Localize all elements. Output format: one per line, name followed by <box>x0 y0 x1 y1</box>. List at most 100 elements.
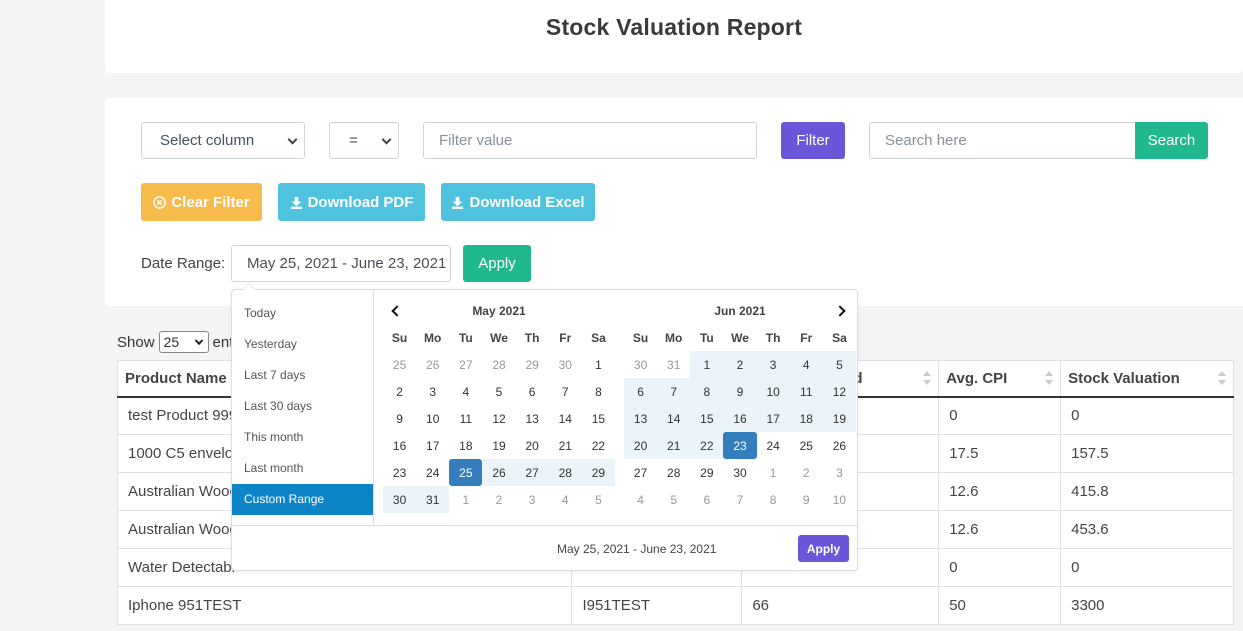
calendar-day[interactable]: 2 <box>495 492 503 507</box>
date-range-input[interactable]: May 25, 2021 - June 23, 2021 <box>231 245 451 282</box>
calendar-day[interactable]: 9 <box>396 411 403 426</box>
calendar-day[interactable]: 3 <box>756 351 790 378</box>
calendar-day[interactable]: 1 <box>769 465 777 480</box>
range-option[interactable]: Yesterday <box>244 337 297 351</box>
column-header[interactable]: Avg. CPI <box>938 360 1062 398</box>
calendar-day[interactable]: 27 <box>515 459 549 486</box>
column-select[interactable]: Select column <box>141 122 305 159</box>
calendar-day[interactable]: 3 <box>836 465 843 480</box>
calendar-day[interactable]: 10 <box>426 411 440 426</box>
calendar-day[interactable]: 29 <box>700 465 714 480</box>
calendar-day[interactable]: 27 <box>633 465 648 480</box>
calendar-day[interactable]: 14 <box>558 411 572 426</box>
calendar-day[interactable]: 24 <box>766 438 780 453</box>
calendar-day[interactable]: 5 <box>822 351 856 378</box>
calendar-day[interactable]: 1 <box>690 351 724 378</box>
calendar-day[interactable]: 21 <box>657 432 691 459</box>
calendar-day[interactable]: 31 <box>667 357 681 372</box>
calendar-day[interactable]: 13 <box>624 405 658 432</box>
range-option[interactable]: Today <box>244 306 277 320</box>
calendar-day[interactable]: 25 <box>449 459 483 486</box>
calendar-day[interactable]: 29 <box>581 459 615 486</box>
calendar-day[interactable]: 6 <box>528 384 536 399</box>
calendar-day[interactable]: 23 <box>392 465 407 480</box>
calendar-day[interactable]: 23 <box>723 432 757 459</box>
calendar-day[interactable]: 7 <box>657 378 691 405</box>
calendar-day[interactable]: 1 <box>462 492 470 507</box>
calendar-day[interactable]: 30 <box>733 465 747 480</box>
range-option[interactable]: Last 30 days <box>244 399 313 413</box>
calendar-day[interactable]: 14 <box>657 405 691 432</box>
calendar-day[interactable]: 15 <box>591 411 606 426</box>
calendar-day[interactable]: 5 <box>495 384 503 399</box>
calendar-day[interactable]: 8 <box>690 378 724 405</box>
calendar-day[interactable]: 3 <box>528 492 536 507</box>
calendar-day[interactable]: 20 <box>525 438 539 453</box>
calendar-day[interactable]: 10 <box>832 492 847 507</box>
calendar-day[interactable]: 28 <box>492 357 506 372</box>
picker-apply-button[interactable]: Apply <box>798 535 849 562</box>
calendar-day[interactable]: 30 <box>383 486 417 513</box>
clear-filter-button[interactable]: Clear Filter <box>141 183 262 221</box>
range-option[interactable]: This month <box>244 430 304 444</box>
calendar-day[interactable]: 17 <box>756 405 790 432</box>
calendar-day[interactable]: 26 <box>482 459 516 486</box>
calendar-day[interactable]: 2 <box>396 384 403 399</box>
calendar-day[interactable]: 6 <box>624 378 658 405</box>
calendar-day[interactable]: 27 <box>459 357 473 372</box>
calendar-day[interactable]: 9 <box>802 492 810 507</box>
calendar-day[interactable]: 30 <box>633 357 648 372</box>
calendar-day[interactable]: 22 <box>690 432 724 459</box>
calendar-day[interactable]: 2 <box>723 351 757 378</box>
calendar-day[interactable]: 13 <box>525 411 539 426</box>
range-option[interactable]: Last 7 days <box>244 368 306 382</box>
calendar-day[interactable]: 7 <box>561 384 569 399</box>
calendar-day[interactable]: 20 <box>624 432 658 459</box>
calendar-day[interactable]: 26 <box>832 438 847 453</box>
calendar-day[interactable]: 7 <box>736 492 744 507</box>
filter-value-input[interactable]: Filter value <box>423 122 757 159</box>
calendar-day[interactable]: 12 <box>492 411 506 426</box>
calendar-day[interactable]: 18 <box>789 405 823 432</box>
calendar-day[interactable]: 12 <box>822 378 856 405</box>
download-excel-button[interactable]: Download Excel <box>441 183 595 221</box>
chevron-right-icon[interactable] <box>834 305 846 317</box>
calendar-day[interactable]: 16 <box>392 438 407 453</box>
calendar-day[interactable]: 25 <box>392 357 407 372</box>
range-option[interactable]: Custom Range <box>232 484 373 515</box>
calendar-day[interactable]: 22 <box>591 438 606 453</box>
calendar-day[interactable]: 4 <box>637 492 644 507</box>
page-size-select[interactable]: 25 <box>158 331 209 353</box>
search-button[interactable]: Search <box>1135 122 1208 159</box>
calendar-day[interactable]: 9 <box>723 378 757 405</box>
calendar-day[interactable]: 29 <box>525 357 539 372</box>
calendar-day[interactable]: 3 <box>429 384 437 399</box>
calendar-day[interactable]: 28 <box>667 465 681 480</box>
calendar-day[interactable]: 10 <box>756 378 790 405</box>
calendar-day[interactable]: 21 <box>558 438 572 453</box>
calendar-day[interactable]: 8 <box>595 384 602 399</box>
calendar-day[interactable]: 18 <box>459 438 473 453</box>
calendar-day[interactable]: 25 <box>799 438 813 453</box>
calendar-day[interactable]: 5 <box>595 492 602 507</box>
calendar-day[interactable]: 4 <box>561 492 569 507</box>
calendar-day[interactable]: 31 <box>416 486 450 513</box>
calendar-day[interactable]: 28 <box>548 459 582 486</box>
column-header[interactable]: Stock Valuation <box>1060 360 1234 398</box>
chevron-left-icon[interactable] <box>391 305 403 317</box>
calendar-day[interactable]: 4 <box>789 351 823 378</box>
filter-button[interactable]: Filter <box>781 122 845 159</box>
operator-select[interactable]: = <box>329 122 399 159</box>
range-option[interactable]: Last month <box>244 461 304 475</box>
calendar-day[interactable]: 15 <box>690 405 724 432</box>
calendar-day[interactable]: 30 <box>558 357 572 372</box>
calendar-day[interactable]: 4 <box>462 384 470 399</box>
calendar-day[interactable]: 2 <box>802 465 810 480</box>
calendar-day[interactable]: 11 <box>459 411 473 426</box>
calendar-day[interactable]: 6 <box>703 492 711 507</box>
search-input[interactable]: Search here <box>869 122 1136 159</box>
calendar-day[interactable]: 11 <box>789 378 823 405</box>
date-apply-button[interactable]: Apply <box>463 245 531 282</box>
download-pdf-button[interactable]: Download PDF <box>278 183 425 221</box>
calendar-day[interactable]: 24 <box>426 465 440 480</box>
